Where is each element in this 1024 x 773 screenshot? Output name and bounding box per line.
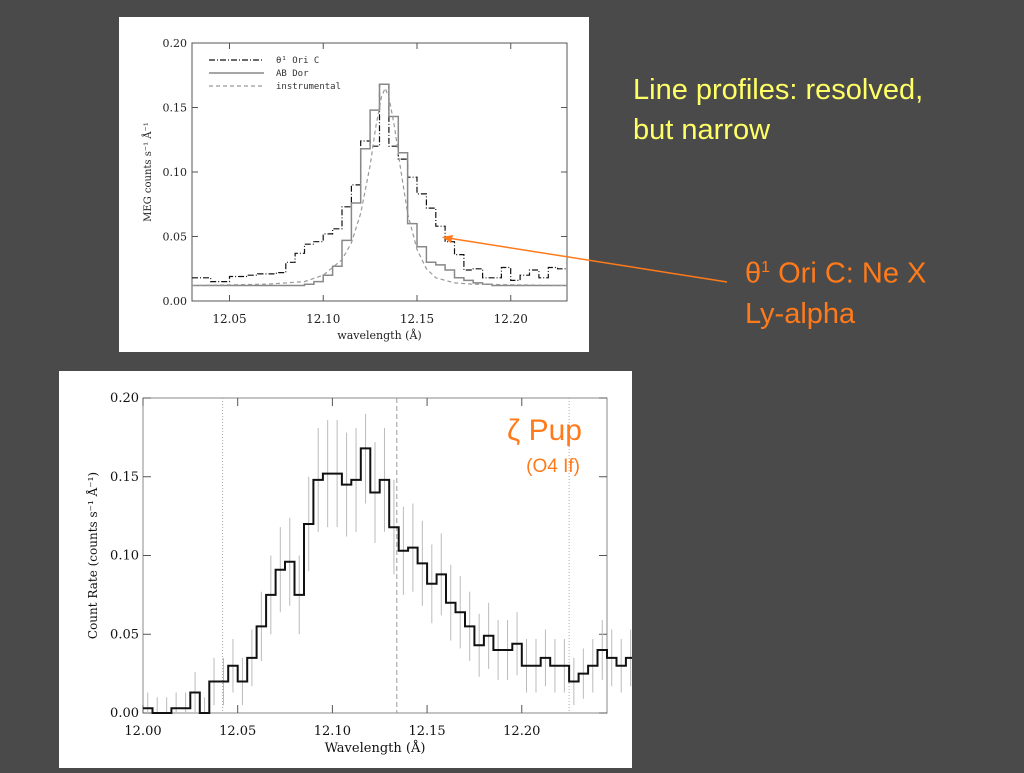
x-tick-label: 12.05 — [219, 724, 256, 739]
chart-bottom: 12.00 12.05 12.10 12.15 12.20 0.00 0.05 0.10 0.1… — [85, 391, 693, 756]
theta-superscript: 1 — [761, 259, 771, 276]
x-tick-label: 12.00 — [124, 724, 161, 739]
series-line — [143, 447, 693, 714]
series-line — [191, 86, 568, 287]
y-tick-label: 0.10 — [163, 166, 188, 179]
chart-panel-top: 12.05 12.10 12.15 12.20 0.00 0.05 0.10 0.15 0.20… — [119, 17, 589, 352]
chart-subtitle: (O4 If) — [526, 456, 580, 477]
title-line-1: Line profiles: resolved, — [633, 74, 924, 106]
plot-frame — [191, 42, 568, 302]
chart-top: 12.05 12.10 12.15 12.20 0.00 0.05 0.10 0.15 0.20… — [142, 37, 568, 342]
x-tick-label: 12.20 — [494, 312, 528, 326]
legend-entry: θ¹ Ori C — [276, 56, 319, 66]
x-tick-label: 12.10 — [314, 724, 351, 739]
legend-entry: instrumental — [276, 82, 341, 92]
y-tick-label: 0.15 — [110, 470, 139, 485]
y-tick-label: 0.10 — [110, 549, 139, 564]
legend-entry: AB Dor — [276, 69, 309, 79]
x-tick-label: 12.20 — [503, 724, 540, 739]
theta-symbol: θ — [745, 257, 762, 290]
x-axis-label: Wavelength (Å) — [325, 740, 426, 756]
y-tick-label: 0.05 — [163, 231, 188, 244]
x-tick-label: 12.10 — [306, 312, 340, 326]
y-tick-label: 0.20 — [110, 391, 139, 406]
slide-title: Line profiles: resolved, but narrow — [633, 70, 1013, 150]
chart-panel-bottom: 12.00 12.05 12.10 12.15 12.20 0.00 0.05 0.10 0.1… — [59, 371, 693, 768]
x-axis-label: wavelength (Å) — [337, 328, 421, 342]
x-tick-label: 12.05 — [212, 312, 246, 326]
annotation-line-1: θ1 Ori C: Ne X — [745, 248, 1015, 294]
x-tick-label: 12.15 — [400, 312, 434, 326]
title-line-2: but narrow — [633, 114, 771, 146]
annotation-label: θ1 Ori C: Ne X Ly-alpha — [745, 248, 1015, 334]
y-tick-label: 0.20 — [163, 37, 188, 50]
y-axis-label: Count Rate (counts s⁻¹ Å⁻¹) — [85, 472, 100, 639]
y-tick-label: 0.05 — [110, 627, 139, 642]
y-tick-label: 0.00 — [163, 295, 188, 308]
x-tick-label: 12.15 — [408, 724, 445, 739]
chart-title: ζ Pup — [507, 414, 582, 447]
y-tick-label: 0.00 — [110, 706, 139, 721]
series-line — [192, 83, 567, 283]
annotation-line-1-rest: Ori C: Ne X — [770, 257, 927, 290]
annotation-line-2: Ly-alpha — [745, 297, 856, 330]
y-axis-label: MEG counts s⁻¹ Å⁻¹ — [142, 122, 154, 222]
y-tick-label: 0.15 — [163, 102, 188, 115]
